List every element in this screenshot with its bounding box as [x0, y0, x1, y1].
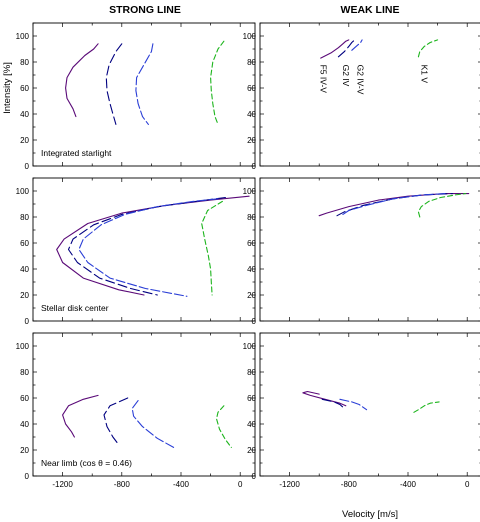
y-tick-label: 0	[25, 317, 30, 326]
y-tick-label: 40	[247, 420, 256, 429]
y-tick-label: 0	[25, 472, 30, 481]
x-tick-label: -400	[173, 480, 190, 489]
panel-frame	[32, 332, 256, 477]
y-tick-label: 0	[252, 162, 257, 171]
y-tick-label: 100	[243, 342, 257, 351]
panel-frame	[259, 177, 480, 322]
col-title-strong: STRONG LINE	[109, 4, 181, 16]
series-line	[302, 390, 347, 407]
series-line	[215, 405, 232, 448]
x-tick-label: -400	[400, 480, 417, 489]
y-tick-label: 20	[20, 136, 29, 145]
y-tick-label: 60	[247, 84, 256, 93]
y-tick-label: 100	[243, 32, 257, 41]
series-label: F5 IV-V	[319, 65, 329, 94]
series-line	[342, 193, 446, 215]
y-tick-label: 0	[25, 162, 30, 171]
y-tick-label: 40	[20, 420, 29, 429]
series-line	[131, 400, 175, 448]
x-axis-label: Velocity [m/s]	[342, 509, 398, 520]
y-tick-label: 40	[20, 110, 29, 119]
series-line	[413, 401, 440, 413]
y-tick-label: 100	[16, 32, 30, 41]
series-line	[135, 43, 154, 125]
y-tick-label: 100	[16, 342, 30, 351]
y-tick-label: 20	[247, 291, 256, 300]
panel-6: 0 20 40 60 80 100 -1200 -800 -400 0	[243, 332, 480, 489]
series-line	[65, 43, 99, 118]
y-tick-label: 40	[247, 110, 256, 119]
y-tick-label: 40	[247, 265, 256, 274]
y-tick-label: 80	[247, 58, 256, 67]
y-tick-label: 20	[20, 446, 29, 455]
panel-4: 0 20 40 60 80 100	[243, 177, 480, 326]
y-tick-label: 60	[247, 239, 256, 248]
panel-frame	[32, 22, 256, 167]
y-axis-label: Intensity [%]	[2, 62, 13, 114]
panel-3: 0 20 40 60 80 100 Stellar disk center	[16, 177, 256, 326]
y-tick-label: 80	[20, 213, 29, 222]
series-line	[56, 195, 250, 296]
series-line	[105, 43, 123, 125]
series-line	[339, 398, 368, 411]
y-tick-label: 40	[20, 265, 29, 274]
series-line	[67, 196, 226, 296]
panel-5: 0 20 40 60 80 100 -1200 -800 -400 0 Near limb (cos…	[16, 332, 256, 489]
series-line	[336, 193, 453, 217]
y-tick-label: 80	[20, 368, 29, 377]
panel-1: 0 20 40 60 80 100 Integrated starlight	[16, 22, 256, 171]
y-tick-label: 20	[20, 291, 29, 300]
x-tick-label: -1200	[279, 480, 300, 489]
series-line	[321, 398, 345, 411]
y-tick-label: 80	[20, 58, 29, 67]
series-line	[337, 39, 356, 58]
y-tick-label: 100	[16, 187, 30, 196]
x-tick-label: -800	[114, 480, 131, 489]
series-line	[103, 397, 129, 446]
y-tick-label: 60	[20, 84, 29, 93]
series-line	[78, 198, 219, 297]
y-tick-label: 80	[247, 368, 256, 377]
x-tick-label: -800	[341, 480, 358, 489]
panel-frame	[259, 22, 480, 167]
y-tick-label: 20	[247, 136, 256, 145]
series-line	[351, 39, 363, 51]
series-line	[62, 394, 99, 438]
panel-annotation: Integrated starlight	[41, 148, 112, 158]
series-label: G2 IV	[341, 65, 351, 87]
series-line	[201, 200, 223, 296]
series-line	[318, 193, 470, 217]
y-tick-label: 100	[243, 187, 257, 196]
y-tick-label: 0	[252, 317, 257, 326]
y-tick-label: 0	[252, 472, 257, 481]
panel-2: 0 20 40 60 80 100 F5 IV-V G2 IV G2 IV-V K1 V	[243, 22, 480, 171]
series-line	[320, 39, 350, 59]
y-tick-label: 60	[247, 394, 256, 403]
series-label: G2 IV-V	[356, 65, 366, 95]
y-tick-label: 60	[20, 394, 29, 403]
panel-annotation: Near limb (cos θ = 0.46)	[41, 458, 132, 468]
col-title-weak: WEAK LINE	[341, 4, 400, 16]
x-tick-label: 0	[465, 480, 470, 489]
panel-frame	[32, 177, 256, 322]
panel-annotation: Stellar disk center	[41, 303, 109, 313]
panels: 0 20 40 60 80 100 Integrated starlight 0 20 40 60 8…	[16, 22, 480, 489]
series-line	[417, 39, 439, 58]
series-label: K1 V	[419, 65, 429, 84]
y-tick-label: 20	[247, 446, 256, 455]
panel-frame	[259, 332, 480, 477]
y-tick-label: 80	[247, 213, 256, 222]
x-tick-label: -1200	[52, 480, 73, 489]
series-line	[210, 40, 225, 125]
x-tick-label: 0	[238, 480, 243, 489]
series-line	[417, 193, 467, 218]
y-tick-label: 60	[20, 239, 29, 248]
